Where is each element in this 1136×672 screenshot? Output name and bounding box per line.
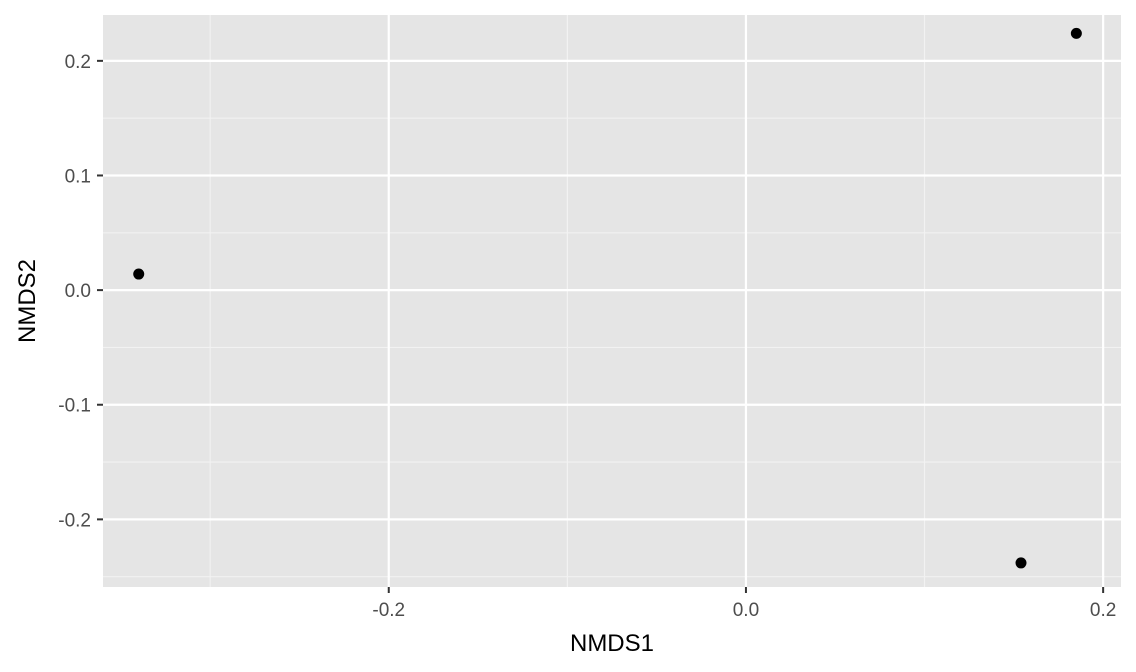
y-tick-label: 0.0 (65, 281, 91, 302)
data-point (133, 268, 145, 280)
y-tick-label: -0.1 (58, 396, 91, 417)
y-axis: -0.2 -0.1 0.0 0.1 0.2 (58, 52, 103, 531)
major-gridlines (103, 15, 1121, 587)
data-points (133, 27, 1082, 569)
y-axis-title: NMDS2 (14, 259, 41, 343)
x-tick-label: -0.2 (372, 600, 405, 621)
plot-panel-background (103, 15, 1121, 587)
x-tick-label: 0.2 (1090, 600, 1116, 621)
x-axis-title: NMDS1 (570, 630, 654, 657)
minor-gridlines (103, 15, 1121, 587)
x-tick-label: 0.0 (733, 600, 759, 621)
y-tick-label: 0.1 (65, 166, 91, 187)
y-tick-label: -0.2 (58, 510, 91, 531)
y-tick-label: 0.2 (65, 52, 91, 73)
data-point (1015, 557, 1027, 569)
x-axis: -0.2 0.0 0.2 (372, 587, 1116, 621)
data-point (1070, 27, 1082, 39)
